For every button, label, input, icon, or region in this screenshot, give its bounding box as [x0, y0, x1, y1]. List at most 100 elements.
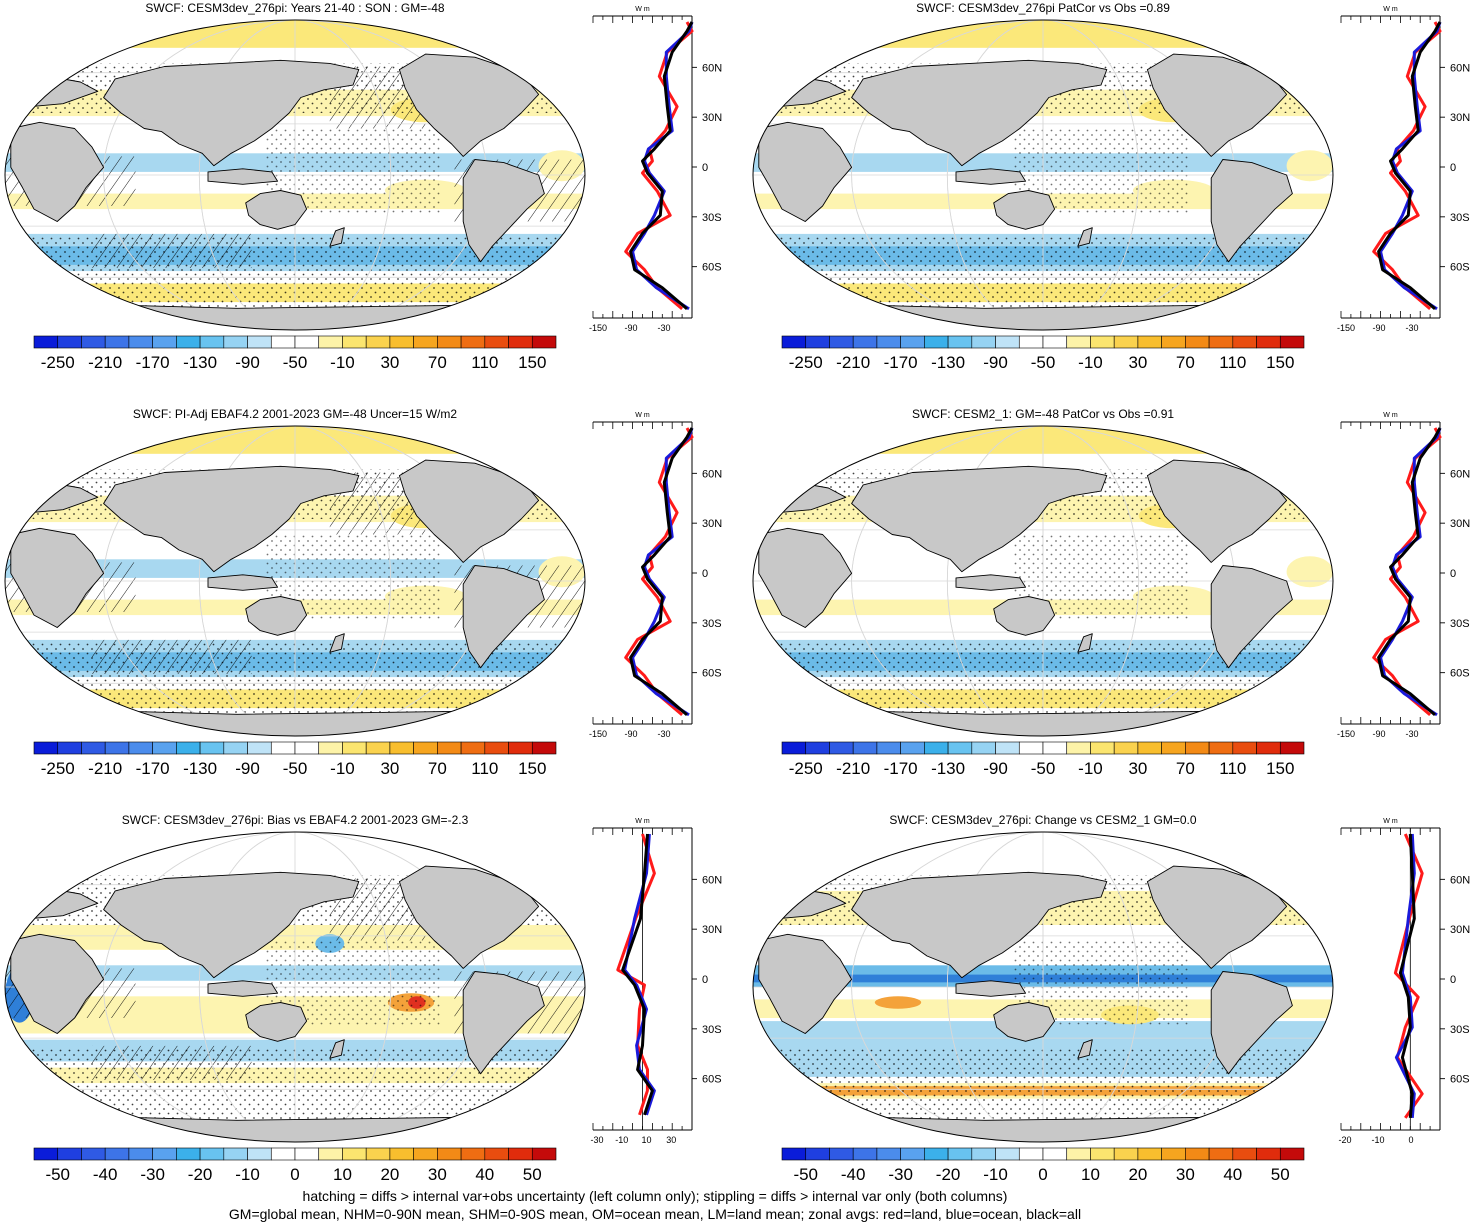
colorbar-label: 70	[1176, 353, 1195, 372]
colorbar-swatch	[948, 742, 972, 754]
footer-legend-note: GM=global mean, NHM=0-90N mean, SHM=0-90…	[0, 1206, 1310, 1222]
lat-label: 30N	[702, 924, 722, 936]
zonal-tick-label: 0	[1408, 1135, 1413, 1145]
continent-indonesia	[208, 981, 278, 997]
colorbar-swatch	[901, 1148, 925, 1160]
colorbar-swatch	[1280, 1148, 1304, 1160]
colorbar-swatch	[806, 742, 830, 754]
colorbar-label: -50	[1031, 353, 1056, 372]
colorbar-swatch	[1067, 742, 1091, 754]
zonal-tick-label: -30	[1405, 323, 1418, 333]
colorbar-swatch	[924, 336, 948, 348]
colorbar-label: -130	[183, 353, 217, 372]
colorbar-swatch	[248, 742, 272, 754]
panel-obs: SWCF: PI-Adj EBAF4.2 2001-2023 GM=-48 Un…	[0, 406, 740, 811]
colorbar-swatch	[224, 1148, 248, 1160]
colorbar-label: 110	[471, 759, 498, 778]
lat-label: 60N	[702, 62, 722, 74]
continent-indonesia	[956, 575, 1026, 591]
colorbar-swatch	[485, 742, 509, 754]
colorbar-swatch	[924, 1148, 948, 1160]
colorbar-swatch	[461, 1148, 485, 1160]
colorbar-label: 150	[1266, 353, 1294, 372]
colorbar-swatch	[1067, 1148, 1091, 1160]
colorbar-swatch	[200, 336, 224, 348]
colorbar-label: 30	[1128, 759, 1147, 778]
colorbar-swatch	[877, 1148, 901, 1160]
colorbar-swatch	[948, 336, 972, 348]
lat-label: 0	[702, 568, 708, 580]
zonal-axes	[1341, 828, 1445, 1130]
colorbar-swatch	[58, 1148, 82, 1160]
zonal-tick-label: -30	[590, 1135, 603, 1145]
continent-indonesia	[208, 575, 278, 591]
colorbar-swatch	[34, 336, 58, 348]
colorbar-swatch	[319, 742, 343, 754]
colorbar-label: -30	[140, 1165, 165, 1184]
colorbar-swatch	[1019, 1148, 1043, 1160]
colorbar-label: 30	[380, 353, 399, 372]
colorbar-swatch	[437, 336, 461, 348]
colorbar-swatch	[532, 742, 556, 754]
colorbar-swatch	[390, 1148, 414, 1160]
panel-title: SWCF: PI-Adj EBAF4.2 2001-2023 GM=-48 Un…	[0, 407, 590, 421]
colorbar-label: -90	[983, 759, 1008, 778]
colorbar-swatch	[271, 1148, 295, 1160]
colorbar-swatch	[414, 742, 438, 754]
world-map	[748, 828, 1338, 1146]
lat-label: 30S	[1450, 618, 1470, 630]
continent-greenland	[539, 32, 580, 63]
colorbar-label: -30	[888, 1165, 913, 1184]
colorbar-swatch	[1114, 1148, 1138, 1160]
colorbar-swatch	[1019, 336, 1043, 348]
colorbar-swatch	[295, 742, 319, 754]
colorbar-swatch	[1233, 1148, 1257, 1160]
colorbar-swatch	[948, 1148, 972, 1160]
colorbar-label: 40	[475, 1165, 494, 1184]
zonal-tick-label: -90	[1372, 729, 1385, 739]
colorbar-label: 10	[1081, 1165, 1100, 1184]
panel-bias: SWCF: CESM3dev_276pi: Bias vs EBAF4.2 20…	[0, 812, 740, 1217]
colorbar-swatch	[105, 742, 129, 754]
colorbar-label: -40	[841, 1165, 866, 1184]
map-field	[0, 16, 590, 334]
colorbar-label: -10	[235, 1165, 260, 1184]
lat-label: 0	[1450, 162, 1456, 174]
colorbar-swatch	[1233, 336, 1257, 348]
map-field	[0, 422, 590, 740]
field-blob-orange	[875, 996, 921, 1008]
map-field	[748, 16, 1338, 334]
colorbar-swatch	[342, 336, 366, 348]
continent-greenland	[539, 438, 580, 469]
colorbar-swatch	[461, 336, 485, 348]
colorbar-swatch	[877, 336, 901, 348]
lat-label: 0	[1450, 568, 1456, 580]
colorbar-label: -50	[1031, 759, 1056, 778]
colorbar-swatch	[34, 1148, 58, 1160]
colorbar-swatch	[1257, 1148, 1281, 1160]
zonal-units-label: W m	[1383, 412, 1398, 419]
colorbar-swatch	[996, 336, 1020, 348]
colorbar-swatch	[1209, 742, 1233, 754]
colorbar-swatch	[295, 1148, 319, 1160]
colorbar-swatch	[1090, 742, 1114, 754]
colorbar-label: 30	[1176, 1165, 1195, 1184]
colorbar-swatch	[1090, 1148, 1114, 1160]
colorbar-swatch	[972, 1148, 996, 1160]
colorbar-swatch	[853, 336, 877, 348]
zonal-tick-label: -30	[657, 323, 670, 333]
colorbar-label: 40	[1223, 1165, 1242, 1184]
colorbar-label: -210	[836, 353, 870, 372]
colorbar-label: -50	[45, 1165, 70, 1184]
continent-greenland	[1287, 32, 1328, 63]
colorbar-label: -210	[836, 759, 870, 778]
colorbar-swatch	[1090, 336, 1114, 348]
colorbar-swatch	[105, 1148, 129, 1160]
continent-greenland	[1287, 438, 1328, 469]
colorbar-swatch	[176, 1148, 200, 1160]
panel-model-patcor: SWCF: CESM3dev_276pi PatCor vs Obs =0.89…	[748, 0, 1483, 405]
